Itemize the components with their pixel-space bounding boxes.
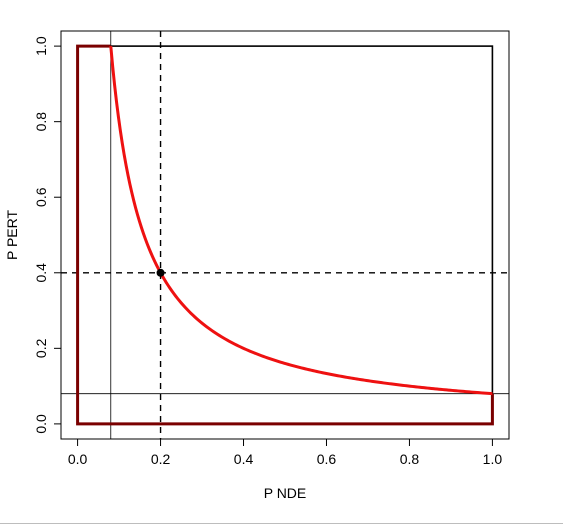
y-tick-label: 1.0 [33, 36, 49, 56]
y-tick-label: 0.2 [33, 338, 49, 358]
curve-line [109, 45, 493, 396]
y-tick-label: 0.8 [33, 112, 49, 132]
y-tick-label: 0.0 [33, 414, 49, 434]
y-axis-title: P PERT [4, 210, 20, 261]
plot-layer: 0.0 0.2 0.4 0.6 0.8 1.0 0.0 0.2 0.4 0.6 0.8 1.0 [33, 30, 510, 467]
x-axis-title: P NDE [264, 485, 307, 501]
x-tick-label: 0.2 [151, 451, 171, 467]
x-tick-label: 1.0 [483, 451, 503, 467]
y-tick-label: 0.6 [33, 187, 49, 207]
x-tick-label: 0.6 [317, 451, 337, 467]
highlighted-point [156, 268, 165, 277]
x-tick-label: 0.0 [68, 451, 88, 467]
unit-square-outline [76, 45, 494, 425]
x-tick-label: 0.8 [400, 451, 420, 467]
plot-frame [60, 30, 510, 440]
x-tick-label: 0.4 [234, 451, 254, 467]
bottom-border [0, 523, 563, 524]
y-tick-label: 0.4 [33, 263, 49, 283]
region-outline [76, 44, 494, 426]
